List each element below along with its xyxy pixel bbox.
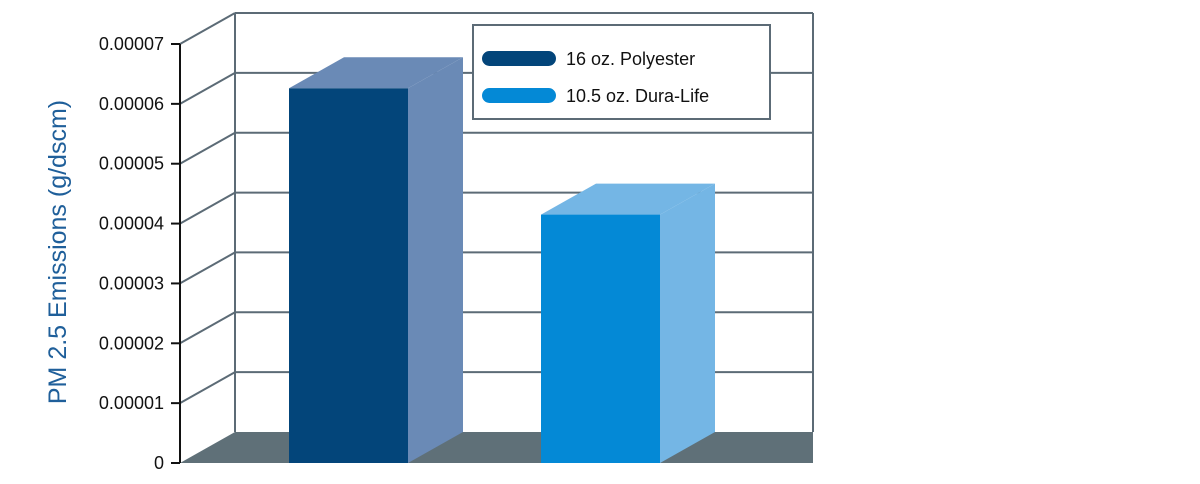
legend-label-dura-life: 10.5 oz. Dura-Life: [566, 86, 709, 106]
legend-swatch-dura-life: [482, 88, 556, 103]
gridline-diagonal: [179, 251, 236, 285]
chart-floor: [180, 432, 813, 463]
gridline-diagonal: [179, 371, 236, 405]
y-axis: 0 0.00001 0.00002 0.00003 0.00004 0.00005 0.00…: [99, 34, 181, 473]
y-tick-label: 0.00005: [99, 154, 164, 174]
legend-item-dura-life: 10.5 oz. Dura-Life: [482, 86, 709, 106]
legend-label-polyester: 16 oz. Polyester: [566, 49, 695, 69]
y-tick-label: 0.00001: [99, 393, 164, 413]
y-tick-label: 0.00002: [99, 333, 164, 353]
bar-side: [660, 183, 715, 464]
y-tick-label: 0.00003: [99, 273, 164, 293]
gridline-diagonal: [179, 12, 236, 45]
bar-top: [541, 183, 715, 215]
y-tick-label: 0.00007: [99, 34, 164, 54]
y-tick-label: 0.00006: [99, 94, 164, 114]
y-axis-title: PM 2.5 Emissions (g/dscm): [44, 100, 72, 404]
bar-front: [541, 214, 660, 463]
bar-front: [289, 88, 408, 464]
bar-dura-life: [541, 183, 715, 464]
legend-box: [472, 24, 771, 120]
gridline-diagonal: [179, 71, 236, 105]
y-tick-label: 0.00004: [99, 214, 164, 234]
legend-swatch-polyester: [482, 51, 556, 66]
chart-legend: 16 oz. Polyester 10.5 oz. Dura-Life: [472, 24, 771, 120]
chart-bars: [289, 57, 715, 464]
gridline-diagonal: [179, 191, 236, 225]
legend-item-polyester: 16 oz. Polyester: [482, 49, 695, 69]
bar-side: [408, 57, 463, 464]
gridline-diagonal: [179, 311, 236, 345]
bar-polyester: [289, 57, 463, 464]
y-tick-label: 0: [154, 453, 164, 473]
bar-top: [289, 57, 463, 89]
gridline-diagonal: [179, 131, 236, 165]
